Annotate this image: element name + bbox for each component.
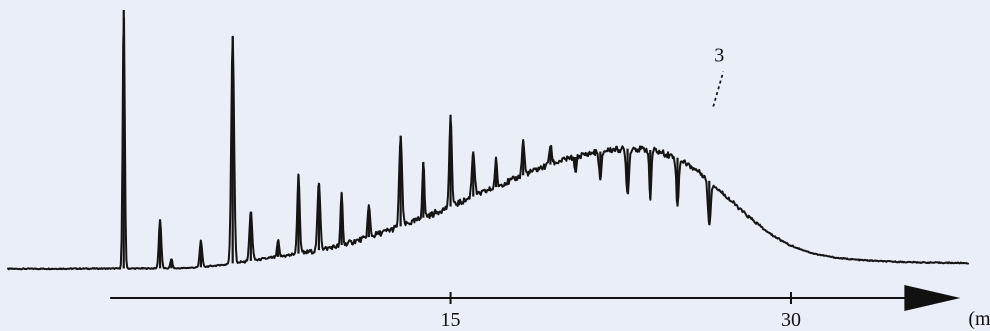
label-layer: 15 30 (min.) 3 — [441, 45, 990, 331]
axis-layer — [110, 285, 961, 311]
plot-layer — [7, 10, 969, 271]
x-axis-unit-label: (min.) — [968, 308, 990, 330]
peak-annotation-label: 3 — [714, 45, 724, 67]
chromatogram-trace — [7, 16, 969, 271]
peak-annotation-leader — [712, 71, 725, 107]
x-tick-label: 15 — [441, 309, 461, 331]
x-tick-label: 30 — [781, 309, 801, 331]
x-axis-arrow-icon — [904, 285, 961, 311]
